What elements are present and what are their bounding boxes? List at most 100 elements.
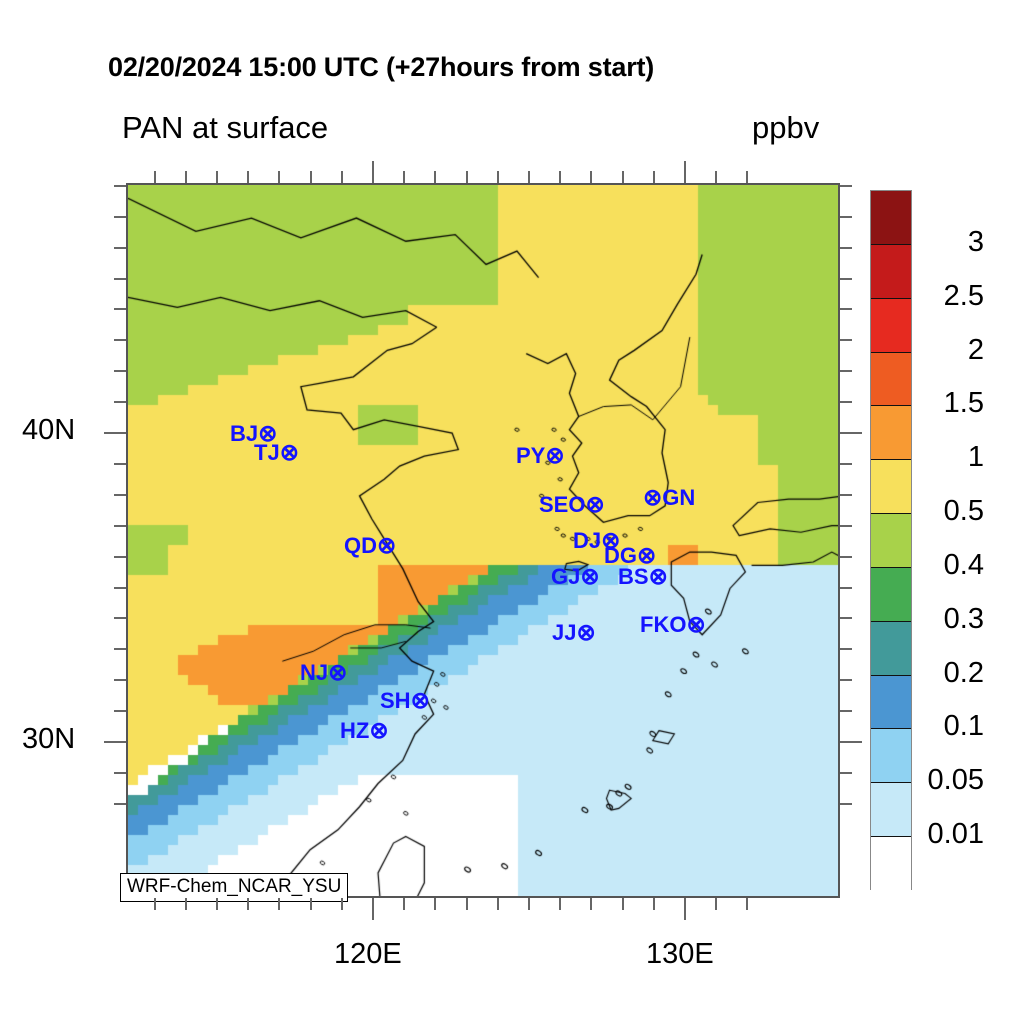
x-axis-tick (559, 898, 562, 910)
station-cross-circle-icon: ⊗ (601, 527, 621, 553)
colorbar-tick-label: 3 (967, 225, 984, 258)
x-axis-tick (496, 171, 499, 183)
y-axis-tick (114, 401, 126, 404)
city-label-text: JJ (552, 619, 577, 645)
y-axis-tick (840, 802, 852, 805)
colorbar-band-11[interactable] (871, 783, 911, 838)
colorbar-tick-label: 0.2 (943, 656, 984, 689)
y-axis-tick (114, 215, 126, 218)
colorbar-band-9[interactable] (871, 675, 911, 730)
y-axis-tick (114, 493, 126, 496)
station-cross-circle-icon: ⊗ (369, 717, 389, 743)
city-label-text: SH (380, 687, 411, 713)
x-axis-tick (590, 898, 593, 910)
colorbar-band-3[interactable] (871, 352, 911, 407)
y-axis-tick (840, 679, 852, 682)
city-label-text: GN (662, 484, 696, 510)
x-axis-tick (715, 171, 718, 183)
colorbar-tick-label: 2 (967, 333, 984, 366)
city-label-text: HZ (340, 717, 370, 743)
city-marker-fko: FKO ⊗ (640, 613, 706, 636)
station-cross-circle-icon: ⊗ (377, 532, 397, 558)
x-axis-tick (684, 161, 686, 183)
city-marker-jj: JJ ⊗ (552, 621, 596, 644)
x-axis-tick (153, 171, 156, 183)
y-axis-tick (114, 184, 126, 187)
colorbar-band-2[interactable] (871, 298, 911, 353)
y-axis-tick (114, 617, 126, 620)
city-label-text: DG (604, 542, 637, 568)
colorbar-tick-label: 0.05 (927, 764, 984, 797)
station-cross-circle-icon: ⊗ (648, 563, 668, 589)
y-axis-tick (114, 524, 126, 527)
y-axis-tick (114, 802, 126, 805)
x-axis-tick (652, 171, 655, 183)
colorbar-band-5[interactable] (871, 460, 911, 515)
x-axis-tick (153, 898, 156, 910)
y-axis-tick (840, 493, 852, 496)
colorbar-tick-label: 0.4 (943, 548, 984, 581)
y-axis-label: 30N (22, 723, 76, 755)
y-axis-tick (840, 710, 852, 713)
city-marker-bj: BJ ⊗ (230, 422, 277, 445)
colorbar-band-7[interactable] (871, 567, 911, 622)
x-axis-tick (278, 171, 281, 183)
colorbar-band-0[interactable] (871, 191, 911, 245)
city-label-text: QD (344, 532, 377, 558)
colorbar-tick-label: 1 (967, 441, 984, 474)
contour-field-canvas (128, 185, 838, 896)
colorbar-band-1[interactable] (871, 244, 911, 299)
colorbar-band-12[interactable] (871, 837, 911, 891)
colorbar-band-8[interactable] (871, 621, 911, 676)
station-cross-circle-icon: ⊗ (545, 442, 565, 468)
y-axis-label: 40N (22, 414, 76, 446)
station-cross-circle-icon: ⊗ (686, 611, 706, 637)
y-axis-tick (840, 648, 852, 651)
x-axis-tick (372, 161, 374, 183)
x-axis-tick (247, 898, 250, 910)
x-axis-label: 120E (334, 938, 402, 970)
x-axis-tick (403, 171, 406, 183)
map-plot-area[interactable] (126, 183, 840, 898)
colorbar-band-4[interactable] (871, 406, 911, 461)
y-axis-tick (114, 771, 126, 774)
colorbar-band-6[interactable] (871, 514, 911, 568)
colorbar-tick-label: 0.5 (943, 495, 984, 528)
y-axis-tick (840, 277, 852, 280)
y-axis-tick (840, 555, 852, 558)
x-axis-tick (184, 898, 187, 910)
y-axis-tick (114, 679, 126, 682)
y-axis-tick (114, 586, 126, 589)
city-label-text: PY (516, 442, 546, 468)
city-marker-sh: SH ⊗ (380, 689, 430, 712)
city-marker-py: PY ⊗ (516, 444, 565, 467)
y-axis-tick (840, 617, 852, 620)
x-axis-label: 130E (646, 938, 714, 970)
x-axis-tick (340, 898, 343, 910)
x-axis-tick (684, 898, 686, 920)
colorbar-band-10[interactable] (871, 729, 911, 784)
colorbar-tick-label: 0.01 (927, 818, 984, 851)
y-axis-tick (114, 308, 126, 311)
y-axis-tick (114, 246, 126, 249)
city-marker-bs: BS ⊗ (618, 565, 668, 588)
station-cross-circle-icon: ⊗ (279, 439, 299, 465)
x-axis-tick (216, 898, 218, 910)
x-axis-tick (621, 898, 624, 910)
city-label-text: BJ (230, 420, 259, 446)
y-axis-tick (840, 771, 852, 774)
colorbar-tick-label: 0.1 (943, 710, 984, 743)
y-axis-tick (840, 524, 852, 527)
colorbar[interactable] (870, 190, 912, 891)
x-axis-tick (434, 898, 437, 910)
x-axis-tick (652, 898, 655, 910)
y-axis-tick (840, 308, 852, 311)
city-label-text: TJ (254, 439, 280, 465)
colorbar-tick-label: 0.3 (943, 602, 984, 635)
model-stamp: WRF-Chem_NCAR_YSU (120, 873, 349, 902)
city-marker-gj: GJ ⊗ (551, 565, 600, 588)
city-marker-dj: DJ ⊗ (573, 529, 620, 552)
x-axis-tick (434, 171, 437, 183)
city-label-text: GJ (551, 563, 581, 589)
